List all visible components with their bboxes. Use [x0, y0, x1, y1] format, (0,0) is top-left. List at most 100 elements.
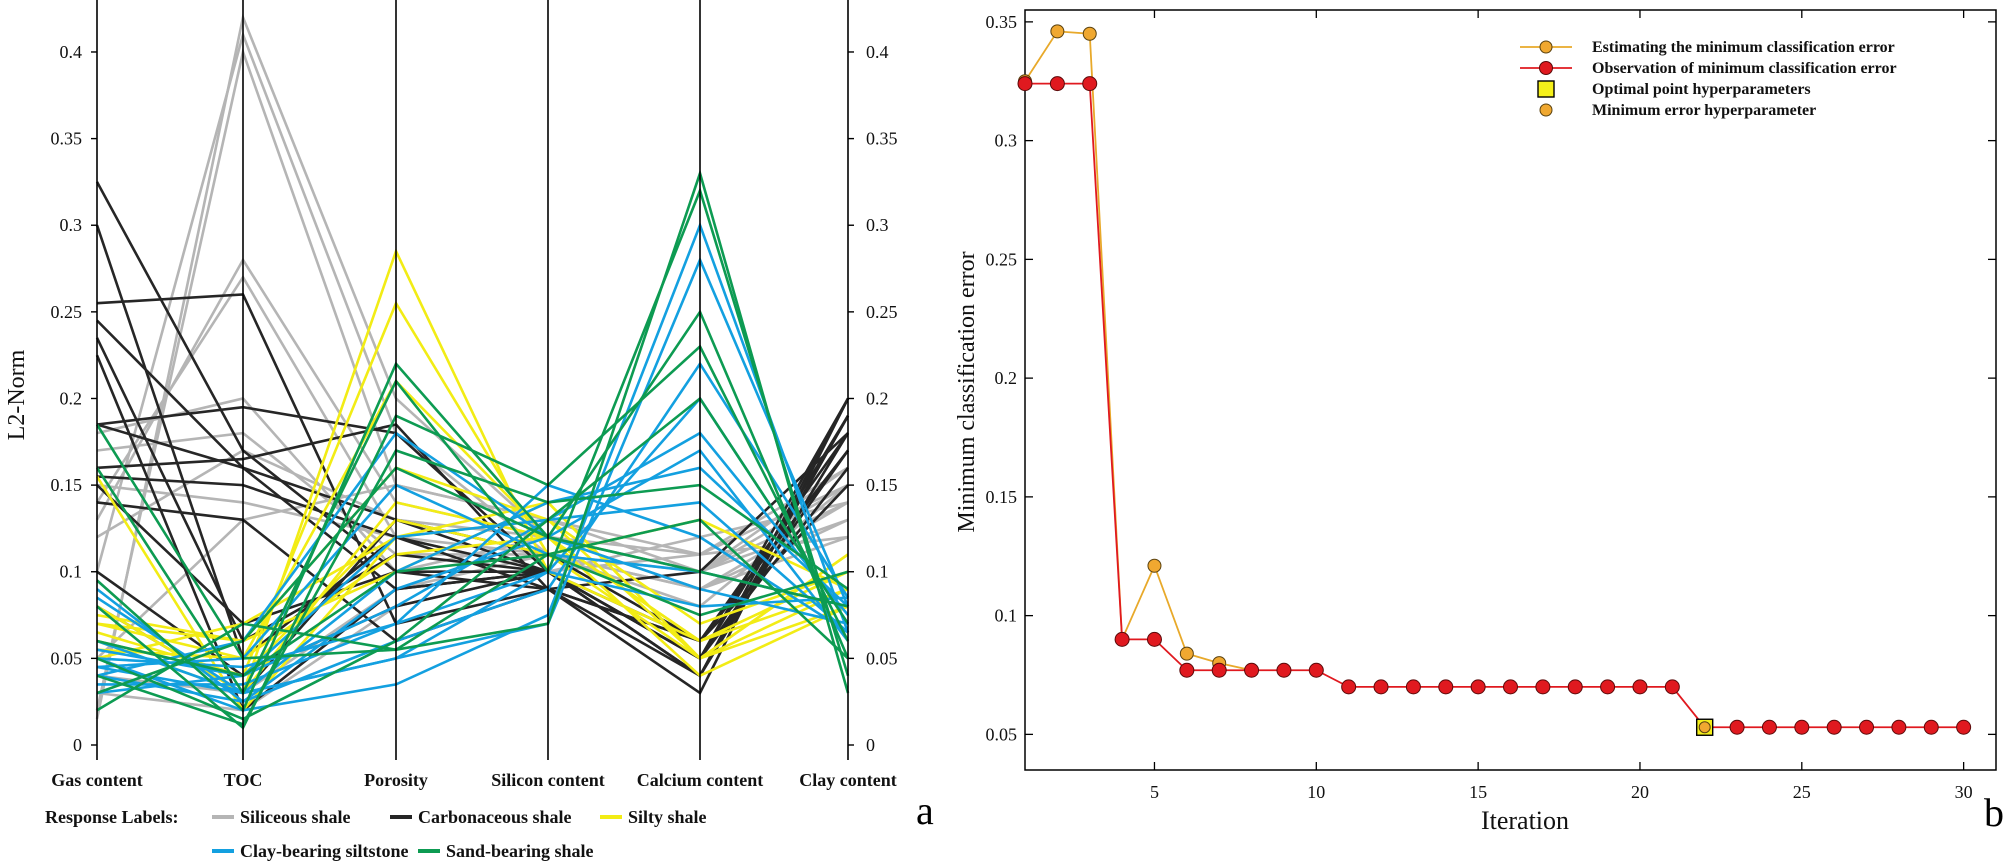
observation-point	[1082, 76, 1098, 92]
parallel-line	[96, 552, 849, 712]
y-tick-label-right: 0.3	[866, 215, 889, 235]
right-chart-series	[1017, 24, 1972, 736]
y-tick-label: 0.15	[51, 475, 83, 495]
category-label: Porosity	[364, 770, 428, 790]
parallel-line	[96, 379, 849, 678]
x-tick-label: 25	[1793, 782, 1811, 802]
right-legend: Estimating the minimum classification er…	[1520, 39, 1897, 119]
parallel-lines-layer	[95, 12, 850, 730]
parallel-line	[96, 448, 849, 726]
observation-point	[1632, 679, 1648, 695]
category-label: Gas content	[51, 770, 143, 790]
y-tick-label-right: 0.25	[866, 302, 898, 322]
y-tick-label-right: 0.1	[866, 562, 889, 582]
parallel-line	[96, 466, 849, 695]
y-tick-label: 0.4	[60, 42, 83, 62]
legend-entry: Carbonaceous shale	[418, 807, 572, 827]
y-tick-label: 0.35	[986, 12, 1018, 32]
observation-point	[1049, 76, 1065, 92]
parallel-line	[96, 466, 849, 695]
parallel-line	[96, 483, 849, 669]
y-tick-label: 0.2	[995, 368, 1018, 388]
estimate-point	[1147, 558, 1162, 573]
category-label: Calcium content	[637, 770, 763, 790]
observation-point	[1503, 679, 1518, 695]
x-tick-label: 20	[1631, 782, 1649, 802]
right-chart-y-ticks: 0.05 0.1 0.15 0.2 0.25 0.3 0.35	[986, 12, 1996, 744]
left-legend: Response Labels: Siliceous shale Carbonac…	[45, 807, 707, 861]
right-x-axis-label: Iteration	[1481, 806, 1569, 835]
legend-entry: Silty shale	[628, 807, 707, 827]
observation-point	[1211, 662, 1227, 678]
y-tick-label: 0.3	[60, 215, 83, 235]
y-tick-label-right: 0.4	[866, 42, 889, 62]
parallel-coordinates-chart: 0 0.05 0.1 0.15 0.2 0.25 0.3 0.35 0.4 0 0.05 0.1 0.…	[4, 0, 934, 861]
parallel-line	[96, 293, 850, 643]
parallel-line	[96, 501, 849, 678]
legend-marker	[1537, 80, 1555, 98]
observation-point	[1017, 76, 1033, 92]
y-tick-label: 0.3	[995, 131, 1018, 151]
legend-entry: Clay-bearing siltstone	[240, 841, 409, 861]
observation-point	[1535, 679, 1551, 695]
legend-entry: Minimum error hyperparameter	[1592, 102, 1816, 119]
parallel-line	[96, 570, 849, 695]
x-tick-label: 30	[1955, 782, 1973, 802]
legend-entry: Siliceous shale	[240, 807, 351, 827]
observation-point	[1600, 679, 1616, 695]
y-tick-label-right: 0.35	[866, 129, 898, 149]
parallel-line	[96, 300, 849, 678]
observation-point	[1826, 719, 1842, 735]
parallel-line	[96, 518, 849, 678]
y-tick-label: 0.1	[60, 562, 83, 582]
category-label: Clay content	[799, 770, 897, 790]
y-tick-label: 0.05	[986, 724, 1018, 744]
x-tick-label: 15	[1469, 782, 1487, 802]
y-tick-label-right: 0.05	[866, 648, 898, 668]
optimization-chart: 0.05 0.1 0.15 0.2 0.25 0.3 0.35 5 10 15 20 25 30 Es…	[954, 9, 2004, 835]
observation-point	[1567, 679, 1583, 695]
observation-point	[1405, 679, 1421, 695]
right-chart-x-ticks: 5 10 15 20 25 30	[1150, 10, 1973, 802]
category-labels: Gas content TOC Porosity Silicon content Cal…	[51, 770, 897, 790]
left-y-ticks: 0 0.05 0.1 0.15 0.2 0.25 0.3 0.35 0.4	[51, 42, 97, 755]
parallel-line	[96, 415, 850, 678]
legend-entry: Sand-bearing shale	[446, 841, 594, 861]
observation-point	[1341, 679, 1357, 695]
plot-area-frame	[1024, 9, 1997, 771]
legend-marker	[1539, 40, 1553, 54]
x-tick-label: 10	[1307, 782, 1325, 802]
parallel-axes-layer	[96, 0, 849, 760]
observation-point	[1373, 679, 1389, 695]
observation-point	[1729, 719, 1745, 735]
legend-entry: Estimating the minimum classification er…	[1592, 39, 1895, 56]
observation-point	[1276, 662, 1292, 678]
estimate-point	[1050, 24, 1065, 39]
observation-point	[1438, 679, 1454, 695]
legend-title: Response Labels:	[45, 807, 179, 827]
estimate-point	[1082, 26, 1097, 41]
x-tick-label: 5	[1150, 782, 1159, 802]
legend-marker	[1539, 103, 1553, 117]
parallel-line	[96, 431, 849, 677]
estimate-point	[1179, 646, 1194, 661]
legend-entry: Optimal point hyperparameters	[1592, 81, 1811, 98]
right-y-axis-label: Minimum classification error	[954, 251, 980, 532]
y-tick-label-right: 0	[866, 735, 875, 755]
y-tick-label: 0.25	[51, 302, 83, 322]
y-tick-label: 0.05	[51, 648, 83, 668]
y-tick-label-right: 0.2	[866, 388, 889, 408]
parallel-line	[96, 221, 850, 712]
y-tick-label: 0	[73, 735, 82, 755]
panel-label-b: b	[1984, 790, 2004, 835]
parallel-line	[95, 168, 850, 694]
observation-point	[1923, 719, 1939, 735]
observation-point	[1308, 662, 1324, 678]
observation-line	[1025, 82, 1964, 729]
observation-point	[1664, 679, 1680, 695]
observation-point	[1956, 719, 1972, 735]
legend-entry: Observation of minimum classification er…	[1592, 60, 1897, 77]
y-tick-label: 0.35	[51, 129, 83, 149]
observation-point	[1146, 631, 1162, 647]
